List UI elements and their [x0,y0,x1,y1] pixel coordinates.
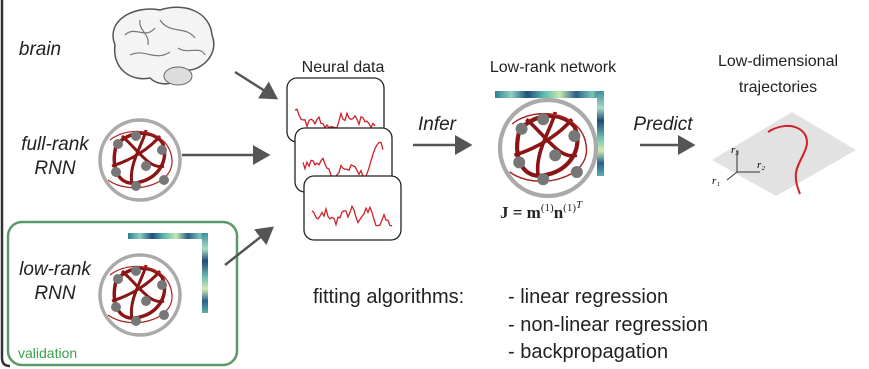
section-title: Low-dimensional [718,53,838,70]
input-label: RNN [34,283,75,304]
rnn-icon [100,120,180,200]
brain-icon [113,7,214,85]
equation: J = m(1)n(1)T [500,199,583,222]
connectivity-vector [202,233,208,313]
connectivity-vector [128,233,208,239]
axis-label: r₃ [731,144,739,156]
validation-label: validation [18,345,77,361]
fitting-item: - backpropagation [508,341,668,363]
connectivity-vector [495,91,603,98]
step-label: Infer [418,114,457,135]
equation-part: J = m [500,203,541,222]
rnn-icon [100,255,180,335]
equation-part: (1) [563,202,576,214]
diagram: brain full-rank RNN low-rank RNN validat… [0,0,869,369]
fitting-label: fitting algorithms: [313,286,464,308]
input-label: full-rank [21,134,90,155]
rnn-icon [500,100,596,196]
step-label: Predict [633,114,693,135]
equation-part: (1) [541,202,554,214]
input-label: brain [19,39,61,60]
arrow [235,72,276,98]
equation-part: T [576,199,583,211]
axis-label: r₂ [757,159,765,171]
section-title: Neural data [302,59,385,76]
input-label: RNN [34,158,75,179]
axis-label: r₁ [712,175,720,187]
connectivity-vector [597,91,604,176]
section-title: trajectories [739,79,817,96]
fitting-item: - non-linear regression [508,314,708,336]
fitting-item: - linear regression [508,286,668,308]
input-label: low-rank [19,259,92,280]
section-title: Low-rank network [490,59,617,76]
arrow [225,228,272,265]
